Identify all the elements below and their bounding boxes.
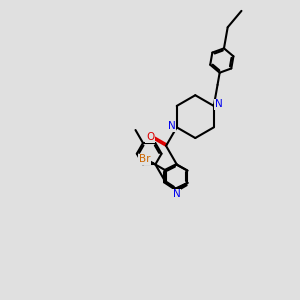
Text: Br: Br	[139, 154, 150, 164]
Text: N: N	[167, 121, 175, 131]
Text: N: N	[173, 190, 181, 200]
Text: O: O	[146, 132, 154, 142]
Text: N: N	[215, 99, 223, 110]
